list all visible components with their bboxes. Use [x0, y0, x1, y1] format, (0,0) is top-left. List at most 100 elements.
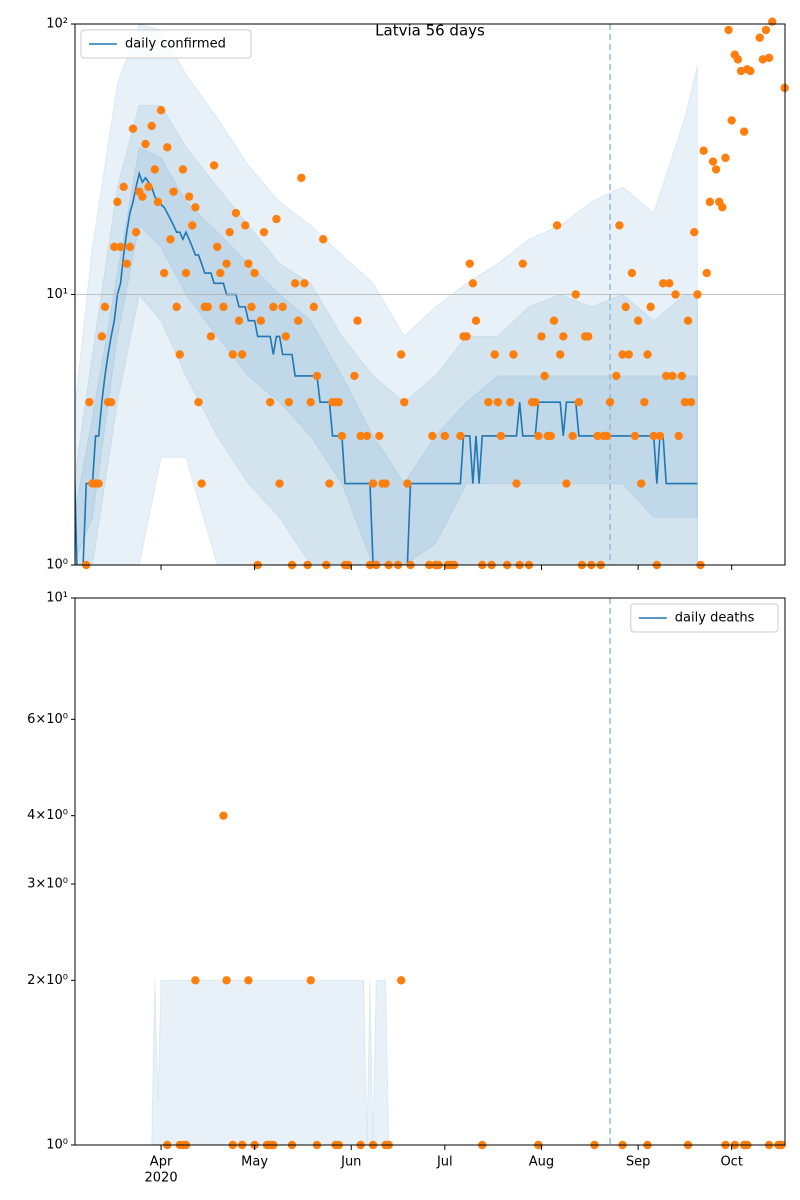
data-point	[552, 221, 562, 230]
data-point	[113, 197, 122, 207]
data-point	[175, 350, 184, 359]
data-point	[334, 397, 343, 407]
data-point	[400, 397, 409, 407]
x-tick-label: Jun	[340, 1155, 361, 1170]
data-point	[680, 397, 690, 407]
data-point	[212, 242, 222, 252]
data-point	[150, 165, 160, 174]
data-point	[222, 259, 231, 268]
data-point	[375, 431, 384, 441]
data-point	[602, 431, 612, 441]
data-point	[396, 976, 406, 985]
data-point	[518, 259, 527, 268]
data-point	[138, 192, 147, 201]
data-point	[718, 203, 727, 212]
data-point	[256, 316, 266, 325]
data-point	[537, 332, 546, 341]
data-point	[106, 397, 116, 407]
data-point	[721, 153, 730, 163]
data-point	[683, 316, 693, 325]
data-point	[206, 332, 216, 341]
data-point	[764, 53, 774, 62]
chart-title: Latvia 56 days	[375, 22, 485, 40]
data-point	[194, 397, 203, 407]
data-point	[300, 279, 309, 288]
x-tick-label: Oct	[720, 1155, 742, 1170]
data-point	[191, 203, 200, 212]
data-point	[621, 302, 630, 312]
data-point	[244, 259, 253, 268]
data-point	[216, 268, 225, 278]
data-point	[97, 332, 107, 341]
data-point	[646, 302, 655, 312]
data-point	[94, 479, 103, 488]
data-point	[356, 431, 365, 441]
data-point	[643, 350, 652, 359]
data-point	[309, 302, 319, 312]
data-point	[178, 165, 188, 174]
data-point	[144, 182, 153, 192]
data-point	[724, 25, 733, 35]
data-point	[119, 182, 128, 192]
data-point	[665, 279, 674, 288]
data-point	[222, 976, 231, 985]
data-point	[353, 316, 362, 325]
x-tick-label: Aug	[529, 1155, 554, 1170]
data-point	[362, 431, 372, 441]
data-point	[761, 25, 771, 35]
y-tick-label: 10⁰	[46, 558, 68, 573]
data-point	[468, 279, 478, 288]
data-point	[534, 431, 543, 441]
data-point	[275, 479, 284, 488]
band	[75, 24, 698, 565]
data-point	[562, 479, 571, 488]
data-point	[531, 397, 540, 407]
plot-area	[75, 24, 698, 565]
data-point	[159, 268, 169, 278]
data-point	[237, 350, 247, 359]
data-point	[381, 479, 390, 488]
data-point	[234, 316, 244, 325]
data-point	[294, 316, 303, 325]
data-point	[259, 227, 269, 237]
data-point	[247, 302, 256, 312]
data-point	[141, 139, 150, 149]
data-point	[493, 397, 503, 407]
data-point	[241, 221, 250, 230]
data-point	[546, 431, 556, 441]
data-point	[172, 302, 181, 312]
data-point	[612, 371, 621, 381]
data-point	[618, 350, 627, 359]
data-point	[677, 371, 686, 381]
y-tick-label: 6×10⁰	[27, 712, 68, 727]
data-point	[284, 397, 294, 407]
data-point	[191, 976, 200, 985]
data-point	[637, 479, 646, 488]
x-tick-label: Sep	[626, 1155, 651, 1170]
data-point	[306, 397, 315, 407]
data-point	[605, 397, 615, 407]
data-point	[231, 208, 241, 218]
y-tick-label: 10⁰	[46, 1138, 68, 1153]
data-point	[465, 259, 474, 268]
data-point	[733, 55, 743, 64]
data-point	[265, 397, 275, 407]
data-point	[496, 431, 506, 441]
data-point	[559, 332, 568, 341]
data-point	[768, 17, 777, 26]
data-point	[668, 371, 677, 381]
legend-box	[80, 29, 252, 59]
data-point	[169, 187, 178, 196]
data-point	[640, 397, 649, 407]
data-point	[269, 302, 278, 312]
data-point	[225, 227, 234, 237]
data-point	[615, 221, 624, 230]
data-point	[686, 397, 696, 407]
data-point	[462, 332, 471, 341]
data-point	[549, 316, 559, 325]
data-point	[540, 371, 549, 381]
band	[151, 979, 390, 1145]
data-point	[624, 350, 633, 359]
data-point	[568, 431, 577, 441]
